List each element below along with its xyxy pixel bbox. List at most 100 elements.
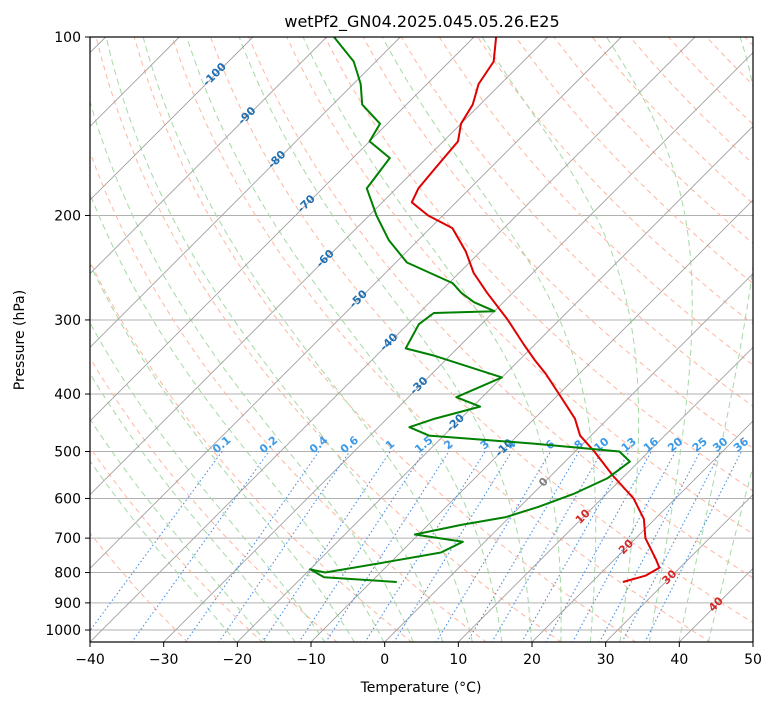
mixing-ratio-line (131, 451, 270, 642)
mixing-ratio-line (435, 451, 551, 642)
x-tick-label: −40 (75, 652, 105, 668)
mixing-ratio-line (545, 451, 652, 642)
isotherm-label: -80 (265, 148, 288, 171)
isotherm (90, 37, 254, 201)
y-axis: 100 200 300 400 500 600 700 800 900 1000 (45, 30, 90, 639)
moist-adiabat (90, 192, 385, 642)
moist-adiabat (90, 100, 414, 642)
dry-adiabat (95, 37, 562, 642)
y-tick-label: 700 (54, 531, 81, 547)
x-tick-label: −10 (296, 652, 326, 668)
mixing-ratio-line (218, 451, 351, 642)
moist-adiabat (90, 321, 326, 642)
isotherm-label: 20 (616, 537, 636, 557)
y-axis-label: Pressure (hPa) (12, 290, 28, 390)
mixing-ratio-label: 0.1 (210, 434, 233, 456)
mixing-ratio-line (491, 451, 603, 642)
isotherm-label: -70 (295, 192, 318, 215)
mixing-ratio-line (466, 451, 580, 642)
dry-adiabat (400, 37, 753, 408)
mixing-ratio-label: 2 (441, 437, 455, 452)
isotherm-label: -90 (235, 104, 258, 127)
x-tick-label: 20 (523, 652, 541, 668)
x-axis: −40 −30 −20 −10 0 10 20 30 40 50 (75, 642, 762, 668)
mixing-ratio-label: 0.2 (257, 434, 280, 456)
isotherm (752, 641, 753, 642)
dewpoint-profile (309, 37, 631, 583)
isotherm-label: -60 (314, 247, 337, 270)
x-tick-label: 40 (670, 652, 688, 668)
mixing-ratio-line (261, 451, 391, 642)
chart-title: wetPf2_GN04.2025.045.05.26.E25 (284, 12, 559, 32)
y-tick-label: 400 (54, 387, 81, 403)
moist-adiabat (90, 372, 296, 642)
isotherm (236, 125, 753, 642)
moist-adiabat (90, 418, 267, 642)
y-tick-label: 300 (54, 313, 81, 329)
moist-adiabat (105, 37, 444, 642)
isotherm-label: 10 (573, 506, 593, 526)
mixing-ratio-line (184, 451, 320, 642)
dry-adiabat (90, 150, 488, 642)
isotherm (605, 494, 753, 642)
y-tick-label: 500 (54, 445, 81, 461)
isotherm (90, 37, 548, 496)
mixing-ratio-line (571, 451, 676, 642)
dry-adiabat (133, 37, 637, 642)
isotherm (90, 37, 622, 569)
dry-adiabat (744, 37, 753, 47)
isotherm-label: -40 (377, 330, 400, 353)
moist-adiabat (90, 263, 355, 642)
x-tick-label: 10 (449, 652, 467, 668)
moist-adiabat (381, 37, 597, 642)
mixing-ratio-line (325, 451, 450, 642)
isotherm (90, 37, 327, 275)
isotherm-label: -100 (200, 60, 229, 89)
isotherm (90, 37, 696, 642)
x-tick-label: 0 (380, 652, 389, 668)
isotherm (531, 420, 753, 642)
mixing-ratio-labels: 0.1 0.2 0.4 0.6 1 1.5 2 3 4 6 8 10 13 16 20 25 30 36 (210, 433, 751, 456)
isotherm (457, 346, 753, 642)
isotherm (90, 37, 475, 422)
dry-adiabat (90, 446, 263, 642)
isotherm (678, 567, 753, 642)
x-tick-label: −30 (149, 652, 179, 668)
moist-adiabat (302, 37, 562, 642)
dry-adiabat (706, 37, 753, 86)
mixing-ratio-label: 1 (383, 437, 397, 452)
isotherm (163, 52, 753, 642)
y-tick-label: 600 (54, 491, 81, 507)
dry-adiabat (90, 260, 413, 642)
temperature-profile (410, 37, 661, 583)
mixing-ratio-label: 0.6 (338, 433, 362, 456)
isotherm-label: 40 (706, 594, 726, 614)
dry-adiabat (668, 37, 753, 126)
mixing-ratio-label: 1.5 (412, 434, 435, 456)
mixing-ratio-line (364, 451, 486, 642)
moist-adiabat (481, 37, 640, 642)
dry-adiabat (90, 356, 338, 642)
isotherm-label: -50 (347, 287, 370, 310)
dry-adiabat (248, 37, 753, 579)
isotherm (384, 273, 753, 642)
mixing-ratio-label: 0.4 (307, 433, 331, 456)
dry-adiabat (171, 37, 712, 642)
y-tick-label: 200 (54, 209, 81, 225)
mixing-ratio-line (298, 451, 425, 642)
isotherm-label: 0 (536, 475, 551, 490)
moist-adiabat (90, 460, 237, 642)
profile-lines (309, 37, 661, 583)
y-tick-label: 1000 (45, 623, 81, 639)
moist-adiabat (678, 37, 753, 642)
dry-adiabat (90, 532, 189, 642)
dry-adiabat (438, 37, 753, 366)
x-tick-label: −20 (223, 652, 253, 668)
plot-frame (89, 36, 754, 643)
moist-adiabat (707, 464, 753, 642)
mixing-ratio-line (644, 451, 742, 642)
moist-adiabat (606, 37, 693, 642)
y-tick-label: 100 (54, 30, 81, 46)
